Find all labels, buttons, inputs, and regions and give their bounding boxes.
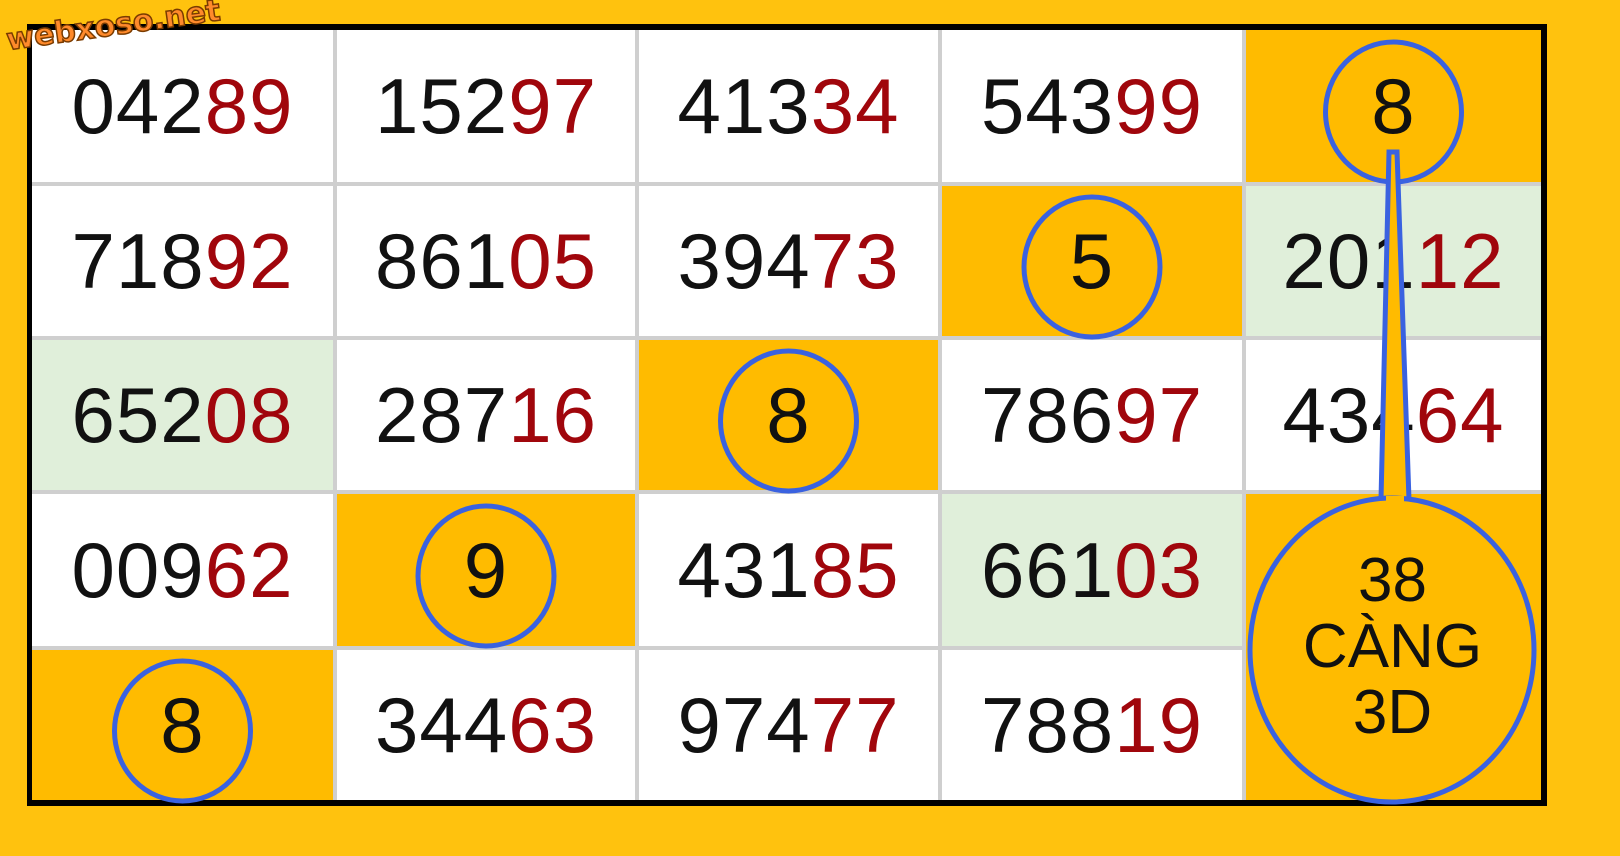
number-suffix: 19: [1114, 680, 1203, 769]
highlight-digit: 8: [160, 680, 205, 769]
callout-connector: [1378, 149, 1412, 503]
highlight-cell: 8: [639, 340, 938, 490]
number-prefix: 718: [71, 216, 205, 305]
connector-joint: [1386, 496, 1404, 504]
watermark-text: webxoso.net: [4, 0, 222, 58]
number-cell: 718 92: [32, 186, 333, 336]
highlight-circle: [718, 348, 859, 494]
number-prefix: 543: [981, 61, 1115, 150]
number-cell: 042 89: [32, 30, 333, 182]
number-prefix: 042: [71, 61, 205, 150]
highlight-digit: 5: [1069, 216, 1115, 305]
number-prefix: 974: [677, 680, 811, 769]
number-cell: 344 63: [337, 650, 635, 800]
number-suffix: 89: [204, 61, 294, 150]
number-cell: 786 97: [942, 340, 1242, 490]
highlight-circle: [415, 503, 557, 649]
number-suffix: 03: [1114, 525, 1203, 614]
number-suffix: 99: [1114, 61, 1203, 150]
number-prefix: 786: [981, 370, 1115, 459]
highlight-circle: [1021, 194, 1163, 340]
number-suffix: 73: [810, 216, 900, 305]
number-prefix: 287: [375, 370, 509, 459]
number-cell: 413 34: [639, 30, 938, 182]
number-cell: 152 97: [337, 30, 635, 182]
number-suffix: 16: [508, 370, 597, 459]
number-prefix: 152: [375, 61, 509, 150]
number-cell: 287 16: [337, 340, 635, 490]
highlight-cell: 9: [337, 494, 635, 646]
number-suffix: 05: [508, 216, 597, 305]
number-prefix: 009: [71, 525, 205, 614]
number-cell: 788 19: [942, 650, 1242, 800]
watermark-logo: webxoso.net: [3, 0, 223, 59]
number-prefix: 413: [677, 61, 811, 150]
number-suffix: 97: [1114, 370, 1203, 459]
number-cell: 974 77: [639, 650, 938, 800]
number-prefix: 652: [71, 370, 205, 459]
number-cell: 661 03: [942, 494, 1242, 646]
number-cell: 431 85: [639, 494, 938, 646]
number-suffix: 92: [204, 216, 294, 305]
number-grid: 042 89 152 97 413 34 543 99 8 718 92 861 05 394 73 5 201…: [32, 30, 1541, 800]
number-cell: 009 62: [32, 494, 333, 646]
number-cell: 652 08: [32, 340, 333, 490]
number-prefix: 788: [981, 680, 1115, 769]
number-prefix: 861: [375, 216, 509, 305]
highlight-cell: 8: [32, 650, 333, 800]
number-suffix: 62: [204, 525, 294, 614]
number-suffix: 08: [204, 370, 294, 459]
number-cell: 394 73: [639, 186, 938, 336]
number-prefix: 344: [375, 680, 509, 769]
number-suffix: 64: [1415, 370, 1505, 459]
number-suffix: 97: [508, 61, 597, 150]
highlight-cell: 5: [942, 186, 1242, 336]
number-suffix: 77: [810, 680, 900, 769]
highlight-circle: [112, 658, 253, 804]
callout-line-3: 3D: [1352, 678, 1433, 747]
number-suffix: 63: [508, 680, 597, 769]
highlight-digit: 8: [1371, 61, 1416, 150]
number-cell: 543 99: [942, 30, 1242, 182]
number-prefix: 431: [677, 525, 811, 614]
number-prefix: 661: [981, 525, 1115, 614]
highlight-digit: 9: [463, 525, 509, 614]
number-prefix: 394: [677, 216, 811, 305]
callout-text: 38 CÀNG 3D: [1250, 548, 1535, 746]
callout-line-2: CÀNG: [1302, 612, 1483, 681]
number-cell: 861 05: [337, 186, 635, 336]
highlight-digit: 8: [766, 370, 811, 459]
number-suffix: 34: [810, 61, 900, 150]
callout-line-1: 38: [1358, 546, 1427, 615]
number-suffix: 85: [810, 525, 900, 614]
number-suffix: 12: [1415, 216, 1505, 305]
